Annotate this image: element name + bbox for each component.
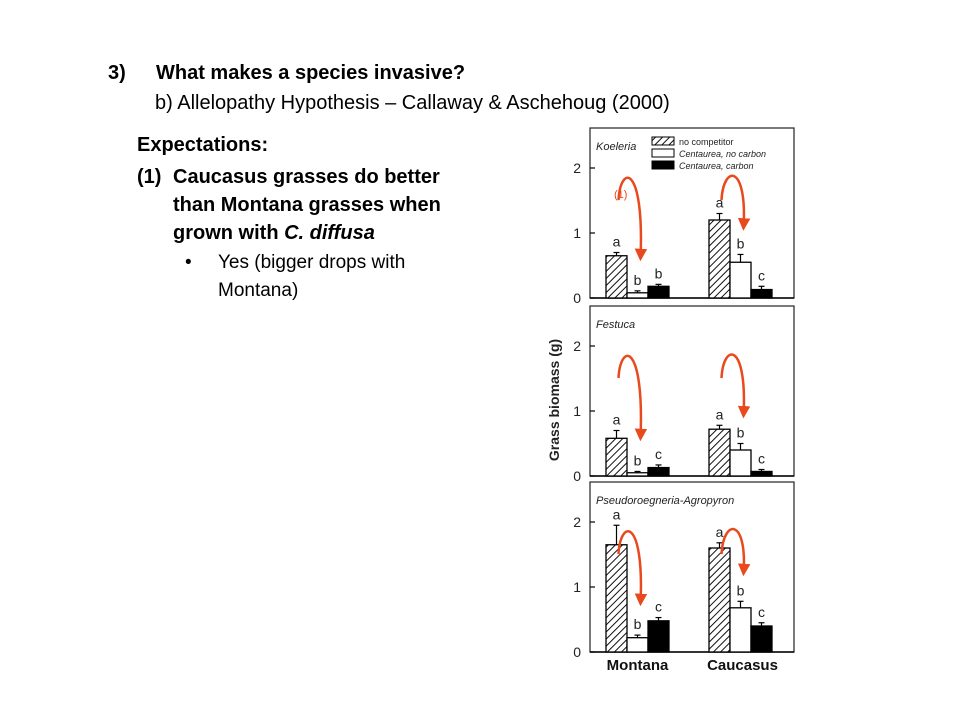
bar bbox=[729, 449, 752, 477]
bar-letter-label: c bbox=[655, 599, 662, 615]
bar bbox=[708, 219, 731, 299]
y-tick-label: 0 bbox=[573, 644, 581, 660]
heading-number: 3) bbox=[108, 62, 126, 84]
bar-letter-label: c bbox=[655, 446, 662, 462]
bar-letter-label: a bbox=[613, 234, 621, 250]
legend-label: Centaurea, carbon bbox=[679, 161, 754, 171]
y-tick-label: 2 bbox=[573, 514, 581, 530]
slide-heading: 3) What makes a species invasive? bbox=[108, 62, 465, 85]
legend-swatch bbox=[651, 136, 675, 146]
bar-letter-label: a bbox=[613, 412, 621, 428]
y-tick-label: 1 bbox=[573, 403, 581, 419]
bullet-text: Yes (bigger drops with Montana) bbox=[218, 252, 406, 301]
bar bbox=[708, 547, 731, 653]
x-category-label: Caucasus bbox=[707, 657, 778, 674]
panel-title: Pseudoroegneria-Agropyron bbox=[596, 495, 734, 507]
legend-swatch bbox=[651, 160, 675, 170]
bar bbox=[647, 620, 670, 653]
legend-label: Centaurea, no carbon bbox=[679, 149, 766, 159]
bar-letter-label: a bbox=[613, 506, 621, 522]
bar-letter-label: b bbox=[737, 235, 745, 251]
y-tick-label: 0 bbox=[573, 468, 581, 484]
bar bbox=[750, 288, 773, 299]
bar-letter-label: a bbox=[716, 195, 724, 211]
expectations-title: Expectations: bbox=[137, 134, 269, 156]
bar bbox=[605, 544, 628, 653]
y-tick-label: 1 bbox=[573, 579, 581, 595]
bar-letter-label: a bbox=[716, 524, 724, 540]
bar bbox=[626, 292, 649, 299]
y-tick-label: 2 bbox=[573, 160, 581, 176]
annotation-arrow bbox=[617, 354, 648, 442]
annotation-arrow bbox=[617, 530, 648, 607]
bar bbox=[647, 466, 670, 477]
annotation-arrow bbox=[720, 174, 751, 231]
expectation-text: Caucasus grasses do better than Montana … bbox=[173, 163, 513, 247]
legend-label: no competitor bbox=[679, 137, 734, 147]
bar bbox=[729, 261, 752, 299]
bar-letter-label: a bbox=[716, 406, 724, 422]
bar bbox=[626, 472, 649, 477]
bar-letter-label: b bbox=[737, 582, 745, 598]
y-tick-label: 2 bbox=[573, 338, 581, 354]
y-tick-label: 1 bbox=[573, 225, 581, 241]
bar-letter-label: c bbox=[758, 451, 765, 467]
annotation-arrow bbox=[720, 353, 751, 419]
expectation-number: (1) bbox=[137, 166, 162, 188]
expectation-line-3-text: grown with bbox=[173, 222, 285, 244]
bar bbox=[626, 637, 649, 653]
expectation-line-2: than Montana grasses when bbox=[173, 194, 441, 216]
heading-text: What makes a species invasive? bbox=[156, 62, 466, 84]
slide-subheading: b) Allelopathy Hypothesis – Callaway & A… bbox=[155, 92, 670, 114]
bar-letter-label: b bbox=[634, 452, 642, 468]
annotation-label: (1) bbox=[614, 189, 627, 201]
expectation-species: C. diffusa bbox=[284, 222, 375, 244]
legend-swatch bbox=[651, 148, 675, 158]
bar bbox=[647, 285, 670, 299]
panel-title: Festuca bbox=[596, 319, 635, 331]
bar-letter-label: b bbox=[737, 425, 745, 441]
bar bbox=[750, 470, 773, 477]
bar-letter-label: c bbox=[758, 267, 765, 283]
bullet-dot: • bbox=[185, 252, 192, 273]
bar-letter-label: b bbox=[634, 272, 642, 288]
bar bbox=[605, 255, 628, 299]
bar-letter-label: b bbox=[655, 265, 663, 281]
bar bbox=[729, 607, 752, 653]
panel-title: Koeleria bbox=[596, 141, 636, 153]
annotation-arrow bbox=[720, 527, 751, 577]
y-tick-label: 0 bbox=[573, 290, 581, 306]
bar bbox=[708, 428, 731, 477]
expectation-line-3: grown with C. diffusa bbox=[173, 219, 513, 247]
expectation-line-1: Caucasus grasses do better bbox=[173, 166, 440, 188]
bar bbox=[605, 437, 628, 477]
bar-letter-label: c bbox=[758, 604, 765, 620]
annotation-arrow bbox=[617, 176, 648, 262]
bar bbox=[750, 625, 773, 653]
bar-letter-label: b bbox=[634, 616, 642, 632]
x-category-label: Montana bbox=[607, 657, 669, 674]
y-axis-label: Grass biomass (g) bbox=[546, 339, 562, 461]
